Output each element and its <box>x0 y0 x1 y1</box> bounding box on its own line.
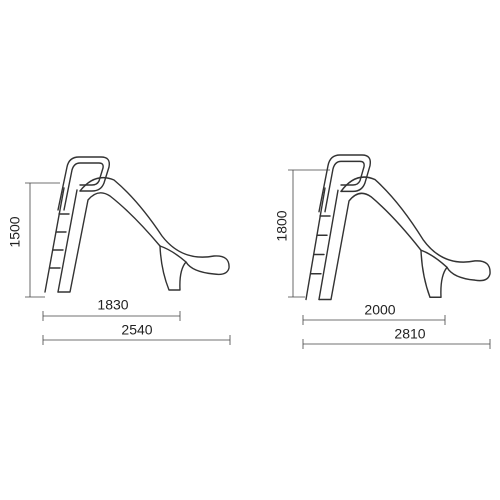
length-total-dimension <box>302 339 491 349</box>
length-inner-label: 2000 <box>364 302 395 318</box>
height-dimension <box>25 182 60 298</box>
slide-outline <box>44 156 230 293</box>
length-total-dimension <box>42 335 231 345</box>
height-label: 1800 <box>274 210 290 241</box>
length-total-label: 2540 <box>121 322 152 338</box>
length-inner-dimension <box>42 311 181 321</box>
height-dimension <box>288 169 330 298</box>
slide-2: 1800 2000 2810 <box>274 154 491 349</box>
slide-1: 1500 1830 2540 <box>7 156 231 345</box>
length-inner-dimension <box>302 315 446 325</box>
height-label: 1500 <box>7 216 23 247</box>
length-inner-label: 1830 <box>97 297 128 313</box>
slide-outline <box>305 154 491 301</box>
length-total-label: 2810 <box>394 326 425 342</box>
